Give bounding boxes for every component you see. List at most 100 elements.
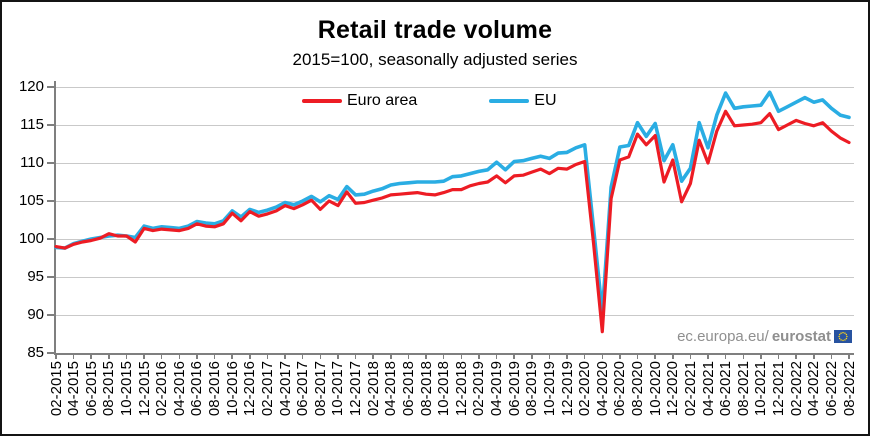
legend: Euro area EU xyxy=(302,92,557,110)
x-axis-label: 06-2016 xyxy=(188,361,206,417)
x-tick xyxy=(442,353,445,359)
x-tick xyxy=(583,353,586,359)
x-tick xyxy=(495,353,498,359)
x-axis-label: 02-2021 xyxy=(681,361,699,417)
x-tick xyxy=(372,353,374,359)
x-axis-label: 08-2016 xyxy=(206,361,224,417)
legend-item-euro-area: Euro area xyxy=(302,92,417,110)
x-tick xyxy=(266,353,269,359)
x-axis-label: 12-2015 xyxy=(135,361,153,417)
x-tick xyxy=(601,353,604,359)
x-tick xyxy=(478,353,480,359)
x-axis-label: 06-2022 xyxy=(822,361,840,417)
x-axis-label: 12-2016 xyxy=(241,361,259,417)
x-axis-label: 08-2015 xyxy=(100,361,118,417)
x-tick xyxy=(672,353,674,359)
x-tick xyxy=(196,353,198,359)
x-axis-label: 08-2021 xyxy=(734,361,752,417)
x-axis-label: 10-2017 xyxy=(329,361,347,417)
legend-item-eu: EU xyxy=(489,92,557,110)
gridline-105 xyxy=(54,200,854,202)
x-axis-label: 04-2019 xyxy=(488,361,506,417)
x-axis-label: 02-2020 xyxy=(576,361,594,417)
x-tick xyxy=(354,353,357,359)
x-tick xyxy=(249,353,251,359)
x-axis-label: 04-2021 xyxy=(699,361,717,417)
x-axis-label: 06-2015 xyxy=(82,361,100,417)
x-tick xyxy=(689,353,692,359)
y-tick xyxy=(47,352,54,354)
x-tick xyxy=(425,353,427,359)
legend-line-icon xyxy=(302,99,342,103)
watermark-brand: eurostat xyxy=(771,328,831,345)
x-axis-label: 10-2016 xyxy=(223,361,241,417)
x-axis-label: 12-2021 xyxy=(770,361,787,417)
x-tick xyxy=(213,353,216,359)
y-axis-label: 120 xyxy=(18,78,44,95)
gridline-110 xyxy=(54,162,854,164)
x-axis-label: 08-2020 xyxy=(629,361,647,417)
x-axis-label: 10-2019 xyxy=(540,361,558,417)
x-tick xyxy=(848,353,850,359)
x-axis-label: 12-2019 xyxy=(558,361,576,417)
x-tick xyxy=(830,353,833,359)
x-axis-label: 12-2018 xyxy=(452,361,470,417)
x-axis-label: 06-2017 xyxy=(294,361,312,417)
gridline-95 xyxy=(54,276,854,278)
x-tick xyxy=(742,353,745,359)
x-tick xyxy=(795,353,797,359)
y-axis-label: 85 xyxy=(27,344,44,361)
y-axis-label: 95 xyxy=(27,268,44,285)
x-tick xyxy=(55,353,57,359)
line-euro-area xyxy=(54,109,851,334)
x-tick xyxy=(654,353,656,359)
x-tick xyxy=(407,353,410,359)
y-axis-label: 110 xyxy=(20,154,44,171)
y-axis-label: 105 xyxy=(18,192,44,209)
x-tick xyxy=(337,353,339,359)
x-axis-label: 10-2015 xyxy=(117,361,135,417)
y-tick xyxy=(47,124,54,126)
x-axis-label: 06-2019 xyxy=(505,361,523,417)
gridline-120 xyxy=(54,86,854,88)
x-tick xyxy=(777,353,780,359)
gridline-90 xyxy=(54,314,854,316)
x-axis-label: 04-2015 xyxy=(65,361,83,417)
y-tick xyxy=(47,276,54,278)
x-axis-label: 02-2015 xyxy=(47,361,65,417)
y-axis-label: 100 xyxy=(18,230,44,247)
x-axis-label: 10-2018 xyxy=(435,361,453,417)
y-axis-label: 115 xyxy=(20,116,44,133)
x-axis-label: 04-2017 xyxy=(276,361,294,417)
x-tick xyxy=(231,353,233,359)
x-tick xyxy=(178,353,181,359)
x-tick xyxy=(548,353,551,359)
gridline-100 xyxy=(54,238,854,240)
y-axis-line xyxy=(54,81,56,354)
x-axis-label: 02-2017 xyxy=(258,361,276,417)
x-tick xyxy=(531,353,533,359)
x-axis-label: 04-2018 xyxy=(382,361,400,417)
x-tick xyxy=(160,353,163,359)
x-tick xyxy=(72,353,75,359)
x-tick xyxy=(319,353,322,359)
y-tick xyxy=(47,200,54,202)
x-axis-label: 06-2018 xyxy=(399,361,417,417)
x-axis-label: 02-2018 xyxy=(364,361,382,417)
x-tick xyxy=(707,353,709,359)
x-tick xyxy=(513,353,515,359)
legend-label: Euro area xyxy=(347,92,418,109)
eu-flag-icon xyxy=(834,330,852,343)
x-tick xyxy=(390,353,392,359)
x-axis-line xyxy=(54,353,854,355)
x-tick xyxy=(460,353,463,359)
x-axis-label: 06-2021 xyxy=(717,361,735,417)
x-axis-label: 08-2018 xyxy=(417,361,435,417)
x-axis-label: 06-2020 xyxy=(611,361,629,417)
x-axis-label: 04-2016 xyxy=(170,361,188,417)
x-tick xyxy=(619,353,621,359)
x-axis-label: 02-2016 xyxy=(153,361,171,417)
x-tick xyxy=(724,353,727,359)
x-tick xyxy=(108,353,110,359)
x-tick xyxy=(90,353,92,359)
